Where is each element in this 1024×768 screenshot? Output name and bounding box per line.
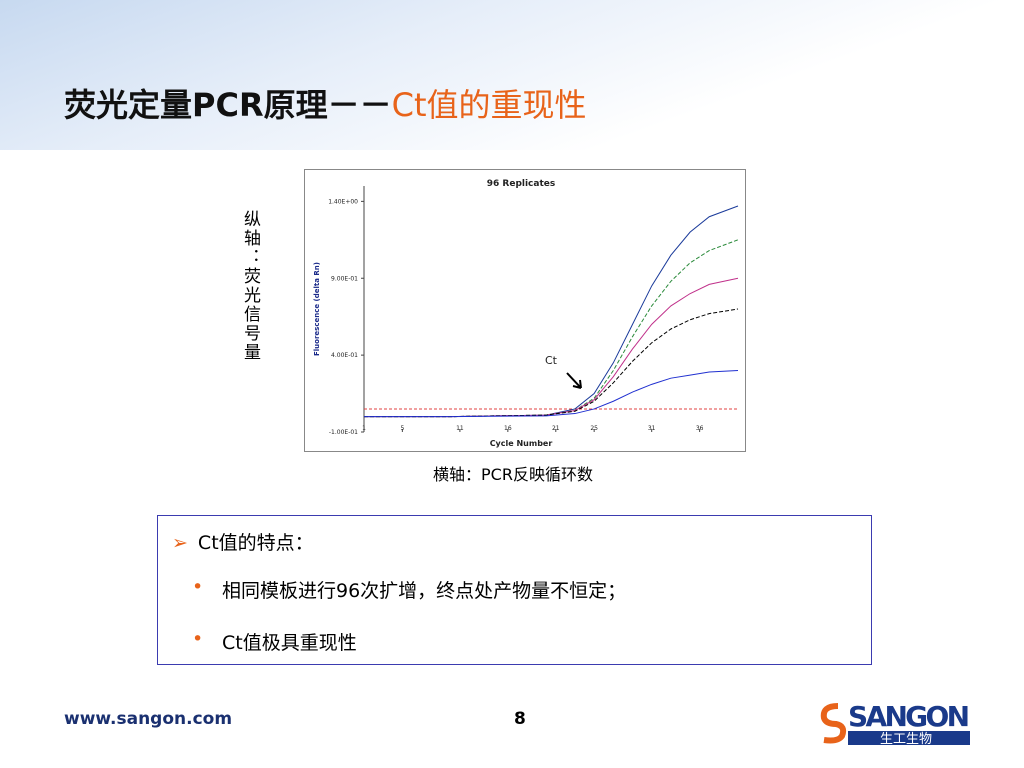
y-axis-note: 纵轴：荧光信号量 xyxy=(240,210,260,362)
replicate-curve xyxy=(364,205,739,418)
y-tick-label: 4.00E-01 xyxy=(331,352,358,359)
title-highlight: Ct值的重现性 xyxy=(391,86,587,124)
replicate-curve xyxy=(364,239,739,418)
box-item: Ct值极具重现性 xyxy=(192,628,357,655)
footer-url: www.sangon.com xyxy=(64,709,233,729)
logo-sub: 生工生物 xyxy=(880,732,932,746)
chart-title: 96 Replicates xyxy=(487,179,555,189)
ct-annotation: Ct xyxy=(545,354,558,367)
title-main: 荧光定量PCR原理－－ xyxy=(64,86,392,124)
x-tick-label: 21 xyxy=(552,425,560,432)
y-tick-label: -1.00E-01 xyxy=(329,429,358,436)
x-axis-note: 横轴：PCR反映循环数 xyxy=(433,465,593,484)
x-axis-label: Cycle Number xyxy=(490,439,553,448)
feature-box: Ct值的特点： 相同模板进行96次扩增，终点处产物量不恒定； Ct值极具重现性 xyxy=(157,515,872,665)
x-tick-label: 11 xyxy=(456,425,464,432)
replicate-curve xyxy=(364,370,739,418)
x-tick-label: 5 xyxy=(400,425,404,432)
background xyxy=(0,0,1024,150)
x-tick-label: 1 xyxy=(362,425,366,432)
slide-title: 荧光定量PCR原理－－Ct值的重现性 xyxy=(64,80,587,126)
page-number: 8 xyxy=(514,709,526,729)
x-tick-label: 31 xyxy=(648,425,656,432)
box-heading: Ct值的特点： xyxy=(172,528,314,555)
logo-bar xyxy=(848,731,970,745)
replicate-curve xyxy=(364,277,739,418)
chart: 96 Replicates 1.40E+00 9.00E-01 4.00E-01 -1.… xyxy=(313,179,739,448)
y-tick-label: 1.40E+00 xyxy=(328,198,358,205)
x-tick-label: 25 xyxy=(590,425,598,432)
x-tick-label: 16 xyxy=(504,425,512,432)
logo-text: SANGON xyxy=(848,700,970,733)
chart-frame: 96 Replicates 1.40E+00 9.00E-01 4.00E-01 -1.… xyxy=(304,169,746,452)
box-item: 相同模板进行96次扩增，终点处产物量不恒定； xyxy=(192,576,626,603)
x-tick-label: 36 xyxy=(696,425,704,432)
y-axis-label: Fluorescence (delta Rn) xyxy=(313,262,321,356)
y-tick-label: 9.00E-01 xyxy=(331,275,358,282)
logo-mark xyxy=(820,703,847,744)
ct-arrow xyxy=(566,372,582,389)
replicate-curve xyxy=(364,308,739,418)
logo: SANGON 生工生物 xyxy=(820,700,970,746)
